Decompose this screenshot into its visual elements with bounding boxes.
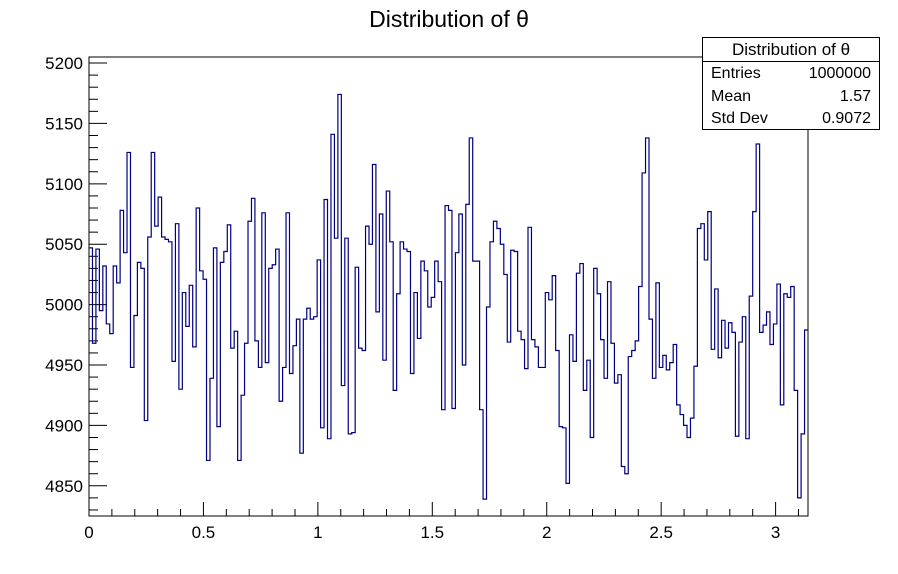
y-tick-label: 5200	[45, 54, 83, 73]
stats-value: 0.9072	[822, 110, 871, 127]
histogram-outline	[89, 93, 808, 500]
plot-frame	[88, 56, 809, 517]
y-tick-label: 5050	[45, 235, 83, 254]
chart-title: Distribution of θ	[369, 6, 529, 32]
stats-row-mean: Mean 1.57	[711, 85, 871, 108]
stats-row-stddev: Std Dev 0.9072	[711, 107, 871, 130]
x-tick-label: 1	[313, 523, 322, 542]
stats-key: Mean	[711, 88, 752, 105]
stats-value: 1000000	[808, 65, 871, 82]
x-tick-label: 3	[771, 523, 780, 542]
y-tick-label: 4900	[45, 416, 83, 435]
stats-box-title: Distribution of θ	[703, 38, 879, 62]
stats-key: Std Dev	[711, 110, 768, 127]
x-tick-label: 0.5	[192, 523, 216, 542]
y-tick-label: 5000	[45, 296, 83, 315]
stats-row-entries: Entries 1000000	[711, 62, 871, 85]
y-tick-label: 5150	[45, 114, 83, 133]
x-tick-label: 1.5	[420, 523, 444, 542]
x-tick-label: 2.5	[649, 523, 673, 542]
stats-key: Entries	[711, 65, 761, 82]
x-tick-label: 2	[542, 523, 551, 542]
y-tick-label: 4950	[45, 356, 83, 375]
stats-box: Distribution of θ Entries 1000000 Mean 1…	[702, 37, 880, 130]
y-tick-label: 4850	[45, 477, 83, 496]
y-tick-label: 5100	[45, 175, 83, 194]
stats-value: 1.57	[839, 88, 871, 105]
x-tick-label: 0	[84, 523, 93, 542]
